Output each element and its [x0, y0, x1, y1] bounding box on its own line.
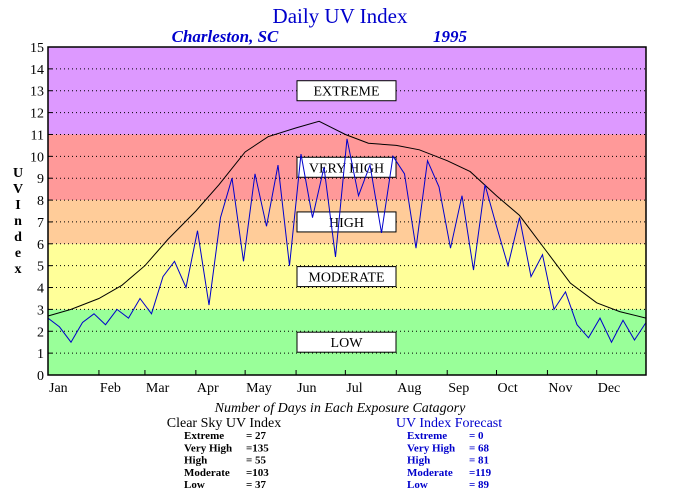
y-tick-label: 9: [37, 172, 44, 187]
summary-label: Extreme: [407, 430, 447, 442]
summary-label: Very High: [184, 442, 232, 454]
summary-label: High: [184, 455, 207, 467]
x-tick-label: Dec: [598, 381, 621, 396]
y-tick-label: 6: [37, 238, 44, 253]
y-tick-label: 11: [31, 128, 44, 143]
summary-label: Moderate: [407, 467, 453, 479]
summary-label: Moderate: [184, 467, 230, 479]
summary-label: Very High: [407, 442, 455, 454]
x-tick-labels: Jan Feb Mar Apr May Jun Jul Aug Sep Oct Nov Dec: [47, 370, 621, 396]
x-tick-label: Jan: [49, 381, 68, 396]
summary-heading: Number of Days in Each Exposure Catagory: [214, 401, 466, 416]
band-label-box: [296, 80, 397, 102]
summary-label: Extreme: [184, 430, 224, 442]
y-axis-label-char: I: [15, 198, 20, 213]
y-tick-label: 15: [30, 41, 44, 56]
x-tick-label: May: [246, 381, 272, 396]
y-tick-label: 5: [37, 260, 44, 275]
x-tick-label: Jul: [346, 381, 362, 396]
y-axis-label-char: V: [13, 182, 23, 197]
summary-value: = 89: [469, 479, 490, 491]
x-tick-label: Aug: [397, 381, 421, 396]
band-label-box: [296, 266, 397, 288]
summary-value: = 37: [246, 479, 267, 491]
y-tick-label: 13: [30, 85, 44, 100]
summary-value: = 55: [246, 455, 267, 467]
chart-location: Charleston, SC: [172, 27, 279, 46]
y-axis-label-char: U: [13, 166, 23, 181]
series-lines: [47, 120, 647, 344]
summary-label: High: [407, 455, 430, 467]
x-tick-label: Feb: [100, 381, 121, 396]
plot-frame: [47, 46, 647, 376]
x-tick-label: Mar: [146, 381, 170, 396]
x-tick-label: Nov: [548, 381, 572, 396]
band-label: MODERATE: [308, 271, 384, 286]
clear-sky-line: [47, 120, 647, 319]
y-tick-label: 8: [37, 194, 44, 209]
forecast-line: [47, 138, 647, 344]
x-tick-label: Oct: [498, 381, 518, 396]
chart-title: Daily UV Index: [273, 4, 408, 28]
y-tick-label: 3: [37, 303, 44, 318]
x-tick-label: Sep: [448, 381, 469, 396]
summary-value: = 68: [469, 442, 490, 454]
y-axis-label-char: e: [15, 246, 21, 261]
y-tick-label: 14: [30, 63, 44, 78]
summary-label: Low: [184, 479, 205, 491]
y-tick-label: 7: [37, 216, 44, 231]
band-label: LOW: [331, 336, 364, 351]
y-tick-label: 12: [30, 107, 44, 122]
y-axis-label-char: x: [15, 262, 22, 277]
x-tick-label: Jun: [297, 381, 316, 396]
summary-label: Low: [407, 479, 428, 491]
x-tick-label: Apr: [197, 381, 219, 396]
band-label-box: [296, 211, 397, 233]
summary-value: = 81: [469, 455, 489, 467]
y-tick-label: 10: [30, 150, 44, 165]
band-label: VERY HIGH: [309, 161, 384, 176]
chart-year: 1995: [433, 27, 468, 46]
summary-value: =119: [469, 467, 492, 479]
y-axis-label-char: d: [14, 230, 22, 245]
y-tick-label: 4: [37, 282, 44, 297]
summary-value: = 0: [469, 430, 484, 442]
y-tick-label: 2: [37, 325, 44, 340]
forecast-summary: Extreme = 0 Very High = 68 High = 81 Moderate =…: [407, 430, 492, 491]
summary-value: =103: [246, 467, 269, 479]
forecast-summary-title: UV Index Forecast: [396, 416, 502, 431]
y-axis-label-char: n: [14, 214, 22, 229]
band-label: HIGH: [329, 216, 364, 231]
summary-value: =135: [246, 442, 269, 454]
summary-value: = 27: [246, 430, 267, 442]
y-tick-label: 1: [37, 347, 44, 362]
clear-sky-summary-title: Clear Sky UV Index: [167, 416, 281, 431]
band-label: EXTREME: [313, 85, 379, 100]
band-label-box: [296, 331, 397, 353]
y-tick-label: 0: [37, 369, 44, 384]
clear-sky-summary: Extreme = 27 Very High =135 High = 55 Moderate…: [184, 430, 269, 491]
